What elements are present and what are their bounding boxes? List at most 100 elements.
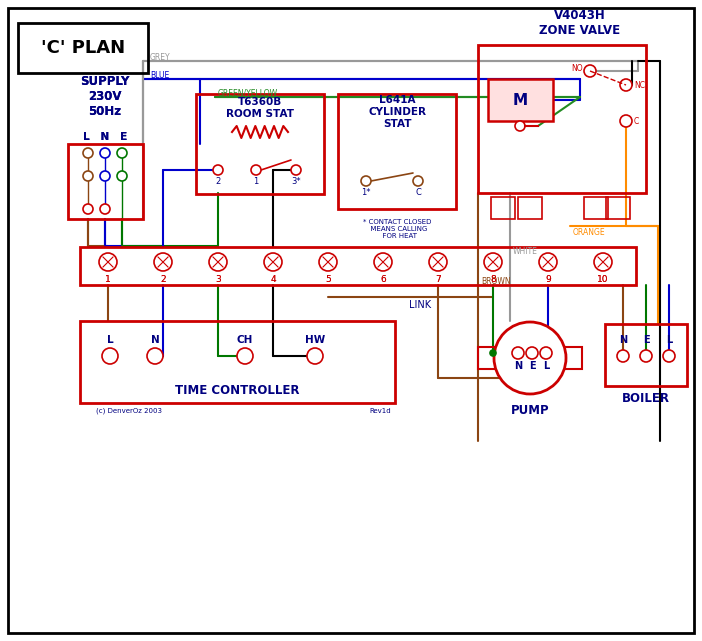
Text: NC: NC bbox=[635, 81, 646, 90]
Text: TIME CONTROLLER: TIME CONTROLLER bbox=[175, 385, 299, 397]
Circle shape bbox=[490, 350, 496, 356]
Circle shape bbox=[83, 204, 93, 214]
Text: SUPPLY
230V
50Hz: SUPPLY 230V 50Hz bbox=[80, 74, 130, 117]
Text: C: C bbox=[633, 117, 639, 126]
Circle shape bbox=[147, 348, 163, 364]
Bar bbox=[584, 197, 608, 219]
Circle shape bbox=[515, 121, 525, 131]
Bar bbox=[564, 347, 582, 369]
Text: (c) DenverOz 2003: (c) DenverOz 2003 bbox=[96, 408, 162, 414]
Bar bbox=[518, 197, 542, 219]
Circle shape bbox=[617, 350, 629, 362]
Text: 8: 8 bbox=[490, 274, 496, 283]
Text: L   N   E: L N E bbox=[83, 132, 127, 142]
Circle shape bbox=[100, 171, 110, 181]
Text: WHITE: WHITE bbox=[513, 247, 538, 256]
Text: 2: 2 bbox=[216, 176, 220, 185]
Text: L: L bbox=[666, 335, 672, 345]
Circle shape bbox=[291, 165, 301, 175]
Bar bbox=[605, 324, 687, 386]
Text: 8: 8 bbox=[490, 274, 496, 283]
Text: C: C bbox=[415, 188, 421, 197]
Circle shape bbox=[539, 253, 557, 271]
Text: L641A
CYLINDER
STAT: L641A CYLINDER STAT bbox=[368, 96, 426, 129]
Text: GREY: GREY bbox=[150, 53, 171, 62]
Text: E: E bbox=[643, 335, 649, 345]
Bar bbox=[196, 94, 324, 194]
Circle shape bbox=[100, 204, 110, 214]
Circle shape bbox=[102, 348, 118, 364]
Text: 5: 5 bbox=[325, 274, 331, 283]
Text: 3: 3 bbox=[215, 274, 221, 283]
Circle shape bbox=[83, 171, 93, 181]
Circle shape bbox=[264, 253, 282, 271]
Text: L: L bbox=[543, 361, 549, 371]
Text: SUPPLY
230V
50Hz: SUPPLY 230V 50Hz bbox=[80, 74, 130, 117]
Circle shape bbox=[594, 253, 612, 271]
Circle shape bbox=[209, 253, 227, 271]
Text: * CONTACT CLOSED
  MEANS CALLING
  FOR HEAT: * CONTACT CLOSED MEANS CALLING FOR HEAT bbox=[363, 219, 431, 239]
Bar bbox=[606, 197, 630, 219]
Circle shape bbox=[663, 350, 675, 362]
Text: 1*: 1* bbox=[362, 188, 371, 197]
Bar bbox=[68, 144, 143, 219]
Text: M: M bbox=[512, 92, 528, 108]
Text: 9: 9 bbox=[545, 274, 551, 283]
Bar bbox=[80, 321, 395, 403]
Circle shape bbox=[512, 347, 524, 359]
Text: E: E bbox=[529, 361, 536, 371]
Text: 1: 1 bbox=[105, 274, 111, 283]
Text: 6: 6 bbox=[380, 274, 386, 283]
Circle shape bbox=[484, 253, 502, 271]
Circle shape bbox=[526, 347, 538, 359]
Circle shape bbox=[117, 171, 127, 181]
Bar bbox=[491, 197, 515, 219]
Circle shape bbox=[620, 79, 632, 91]
Text: 3: 3 bbox=[215, 274, 221, 283]
Circle shape bbox=[100, 148, 110, 158]
Bar bbox=[478, 347, 496, 369]
Circle shape bbox=[494, 322, 566, 394]
Text: NO: NO bbox=[571, 63, 583, 72]
Circle shape bbox=[83, 148, 93, 158]
Text: T6360B
ROOM STAT: T6360B ROOM STAT bbox=[226, 97, 294, 119]
Text: 'C' PLAN: 'C' PLAN bbox=[41, 39, 125, 57]
Text: CH: CH bbox=[237, 335, 253, 345]
Text: BLUE: BLUE bbox=[150, 71, 169, 79]
Text: PUMP: PUMP bbox=[510, 403, 549, 417]
Circle shape bbox=[374, 253, 392, 271]
Text: GREEN/YELLOW: GREEN/YELLOW bbox=[218, 88, 278, 97]
Circle shape bbox=[307, 348, 323, 364]
Circle shape bbox=[640, 350, 652, 362]
Text: N: N bbox=[151, 335, 159, 345]
Circle shape bbox=[251, 165, 261, 175]
Circle shape bbox=[237, 348, 253, 364]
Text: 2: 2 bbox=[160, 274, 166, 283]
Text: 1: 1 bbox=[105, 274, 111, 283]
Text: 6: 6 bbox=[380, 274, 386, 283]
Circle shape bbox=[361, 176, 371, 186]
Circle shape bbox=[99, 253, 117, 271]
Text: Rev1d: Rev1d bbox=[369, 408, 391, 414]
Circle shape bbox=[540, 347, 552, 359]
Text: L   N   E: L N E bbox=[83, 132, 127, 142]
Text: 7: 7 bbox=[435, 274, 441, 283]
Circle shape bbox=[117, 148, 127, 158]
Text: 4: 4 bbox=[270, 274, 276, 283]
Bar bbox=[338, 94, 456, 209]
Text: 5: 5 bbox=[325, 274, 331, 283]
Circle shape bbox=[584, 65, 596, 77]
Bar bbox=[18, 23, 148, 73]
Circle shape bbox=[154, 253, 172, 271]
Text: N: N bbox=[514, 361, 522, 371]
Text: 10: 10 bbox=[597, 274, 609, 283]
Text: BOILER: BOILER bbox=[622, 392, 670, 404]
Text: 7: 7 bbox=[435, 274, 441, 283]
Text: BROWN: BROWN bbox=[481, 276, 510, 285]
Text: LINK: LINK bbox=[409, 300, 431, 310]
Text: N: N bbox=[619, 335, 627, 345]
Text: 3*: 3* bbox=[291, 176, 301, 185]
Text: ORANGE: ORANGE bbox=[573, 228, 606, 237]
Circle shape bbox=[620, 115, 632, 127]
Text: HW: HW bbox=[305, 335, 325, 345]
